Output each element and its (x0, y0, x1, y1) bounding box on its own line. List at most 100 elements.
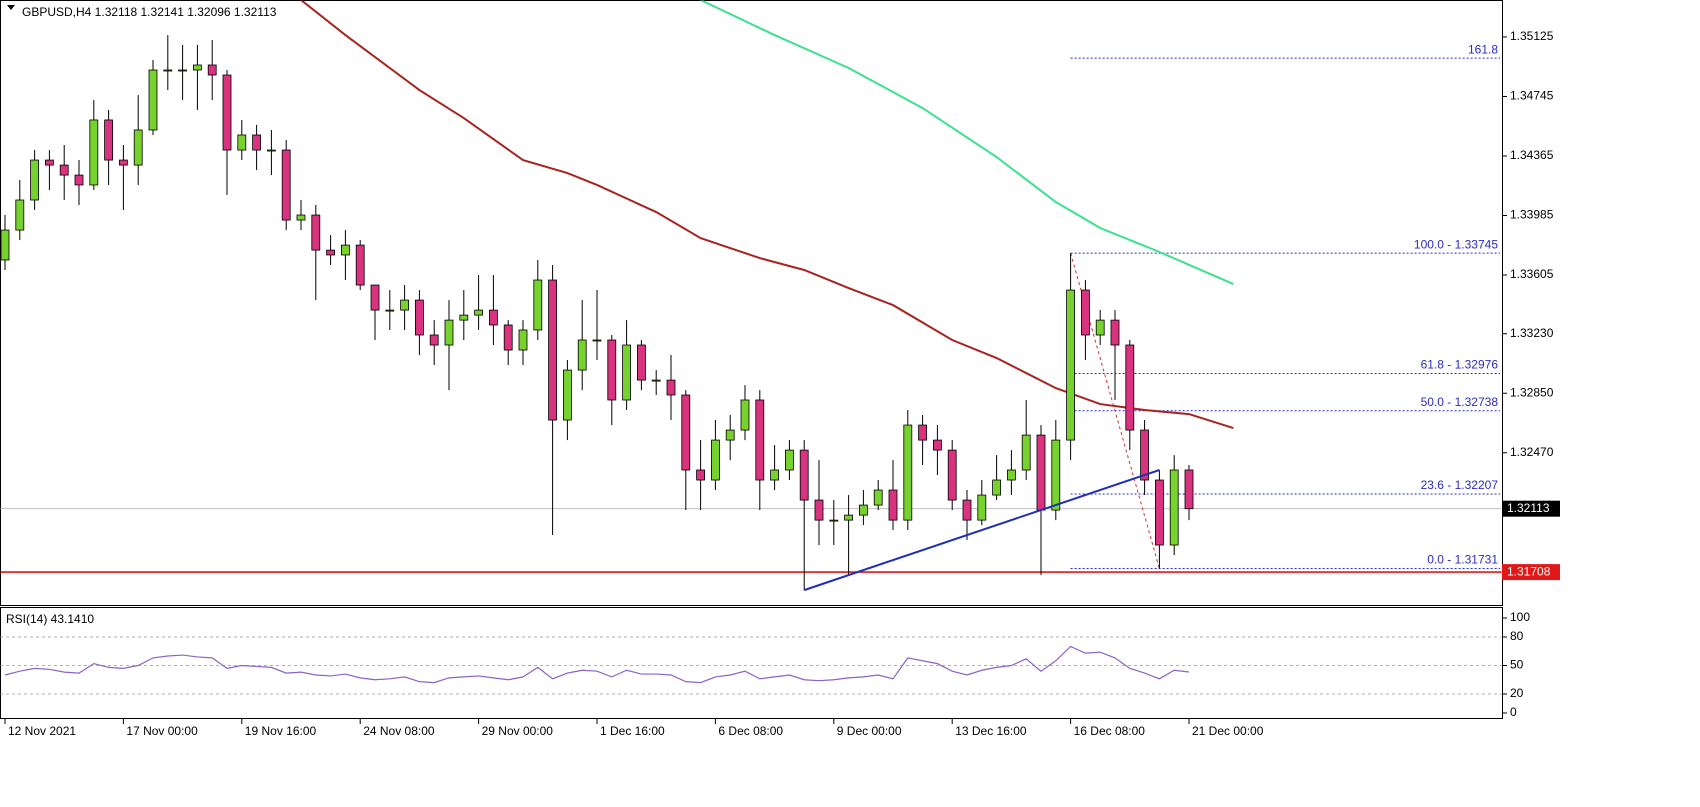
candle-body (563, 369, 572, 421)
y-tick-label: 1.35125 (1510, 29, 1554, 43)
candle-body (725, 429, 735, 441)
fib-label: 23.6 - 1.32207 (1421, 478, 1499, 492)
candle-body (1051, 439, 1061, 511)
candle-body (370, 284, 380, 311)
indicator-label: RSI(14) 43.1410 (6, 612, 94, 626)
candle-body (355, 244, 365, 286)
candle-body (459, 314, 469, 321)
candle-body (992, 479, 1001, 496)
y-tick-label: 1.34365 (1510, 148, 1554, 162)
candle-body (844, 514, 853, 521)
candle-body (859, 504, 868, 516)
candle-body (799, 449, 809, 501)
x-tick-label: 12 Nov 2021 (8, 724, 76, 738)
candle-body (592, 339, 602, 342)
candle-body (30, 159, 40, 201)
fib-label: 161.8 (1468, 42, 1498, 56)
candle-body (1095, 319, 1105, 336)
candle-body (0, 229, 10, 261)
candle-body (977, 494, 987, 521)
candle-body (814, 499, 824, 521)
menu-triangle (7, 5, 15, 10)
candle-body (400, 299, 410, 311)
candle-body (281, 149, 291, 221)
main-panel (0, 0, 1503, 606)
moving-average (700, 0, 1234, 286)
candle-body (252, 134, 262, 151)
y-tick-label: 1.33230 (1510, 326, 1554, 340)
candle-body (178, 69, 188, 72)
candle-body (918, 424, 927, 441)
current-price-label: 1.32113 (1507, 501, 1550, 515)
candle-body (429, 334, 439, 346)
candle-body (15, 199, 25, 231)
current-price-box (1502, 500, 1560, 517)
candle-body (681, 394, 691, 471)
candle-body (1140, 429, 1149, 481)
candle-body (148, 69, 158, 131)
candle-body (577, 339, 587, 371)
candle-body (637, 344, 646, 381)
x-tick-label: 29 Nov 00:00 (482, 724, 554, 738)
chart-title: GBPUSD,H4 1.32118 1.32141 1.32096 1.3211… (22, 5, 277, 19)
candle-body (340, 244, 350, 256)
candle-body (133, 129, 143, 166)
rsi-panel (0, 607, 1503, 719)
candle-body (607, 339, 617, 401)
candle-body (1155, 479, 1164, 546)
x-tick-label: 1 Dec 16:00 (600, 724, 665, 738)
candle-body (888, 489, 898, 521)
fib-label: 0.0 - 1.31731 (1427, 553, 1498, 567)
fib-label: 100.0 - 1.33745 (1414, 237, 1498, 251)
candle-body (666, 379, 676, 396)
support-price-box (1502, 564, 1560, 581)
rsi-plot-area (0, 636, 1502, 695)
x-tick-label: 17 Nov 00:00 (126, 724, 198, 738)
candle-body (622, 344, 631, 401)
candle-body (1110, 319, 1120, 346)
x-tick-label: 16 Dec 08:00 (1074, 724, 1146, 738)
y-tick-label: 1.33605 (1510, 267, 1554, 281)
candle-body (296, 214, 306, 221)
candle-body (1036, 434, 1046, 511)
candle-body (444, 319, 454, 346)
candle-body (1066, 289, 1075, 441)
candle-body (933, 439, 942, 451)
candle-body (829, 519, 839, 522)
candle-body (947, 449, 957, 501)
candle-body (1184, 469, 1194, 510)
candle-body (1021, 434, 1031, 471)
x-tick-label: 24 Nov 08:00 (363, 724, 435, 738)
candle-body (222, 74, 232, 151)
candle-body (266, 149, 276, 152)
y-tick-label: 1.34745 (1510, 89, 1554, 103)
candle-body (89, 119, 99, 186)
candle-body (518, 329, 528, 351)
candle-body (755, 399, 765, 481)
candle-body (873, 489, 883, 506)
candle-body (696, 469, 705, 481)
moving-average (300, 0, 1234, 429)
candle-body (104, 119, 113, 161)
rsi-tick-label: 80 (1510, 629, 1524, 643)
rsi-tick-label: 0 (1510, 705, 1517, 719)
trendline (803, 469, 1160, 592)
rsi-line (4, 645, 1190, 684)
rsi-tick-label: 20 (1510, 686, 1524, 700)
candle-body (1125, 344, 1135, 431)
candle-body (770, 469, 779, 481)
x-tick-label: 13 Dec 16:00 (955, 724, 1027, 738)
candle-body (548, 279, 557, 421)
y-tick-label: 1.33985 (1510, 208, 1554, 222)
candle-body (74, 174, 84, 186)
candle-body (740, 399, 750, 431)
candle-body (533, 279, 543, 331)
candle-body (711, 439, 720, 481)
rsi-tick-label: 50 (1510, 658, 1524, 672)
candle-body (207, 64, 217, 76)
y-tick-label: 1.32850 (1510, 385, 1554, 399)
fib-label: 61.8 - 1.32976 (1421, 358, 1499, 372)
candle-body (45, 159, 54, 166)
